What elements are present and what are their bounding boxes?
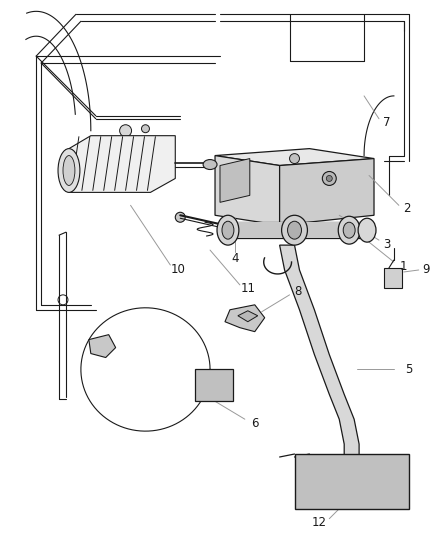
Text: 2: 2	[403, 202, 410, 215]
Text: 11: 11	[240, 282, 255, 295]
Ellipse shape	[222, 221, 234, 239]
Ellipse shape	[203, 159, 217, 169]
Polygon shape	[69, 136, 175, 192]
Polygon shape	[238, 311, 258, 322]
Text: 4: 4	[231, 252, 239, 264]
Ellipse shape	[288, 221, 301, 239]
Circle shape	[141, 125, 149, 133]
Circle shape	[175, 212, 185, 222]
Ellipse shape	[63, 156, 75, 185]
Polygon shape	[215, 149, 374, 166]
Text: 10: 10	[171, 263, 186, 277]
Polygon shape	[279, 245, 359, 459]
Text: 8: 8	[294, 285, 301, 298]
Text: 1: 1	[400, 260, 408, 272]
Ellipse shape	[58, 149, 80, 192]
Text: 3: 3	[383, 238, 391, 251]
Circle shape	[326, 175, 332, 181]
Ellipse shape	[343, 222, 355, 238]
Bar	[384, 268, 402, 288]
Text: 7: 7	[383, 116, 391, 130]
Circle shape	[322, 172, 336, 185]
Circle shape	[290, 154, 300, 164]
Bar	[294, 454, 409, 508]
Polygon shape	[215, 156, 279, 225]
Polygon shape	[220, 158, 250, 203]
Text: 6: 6	[251, 417, 258, 430]
Ellipse shape	[338, 216, 360, 244]
Ellipse shape	[217, 215, 239, 245]
Ellipse shape	[358, 218, 376, 242]
Polygon shape	[279, 158, 374, 225]
Bar	[228, 222, 367, 238]
Polygon shape	[89, 335, 116, 358]
Text: 12: 12	[312, 516, 327, 529]
Polygon shape	[225, 305, 265, 332]
Text: 9: 9	[422, 263, 429, 277]
Ellipse shape	[282, 215, 307, 245]
Circle shape	[120, 125, 131, 136]
Text: 5: 5	[405, 363, 413, 376]
Bar	[195, 369, 233, 401]
